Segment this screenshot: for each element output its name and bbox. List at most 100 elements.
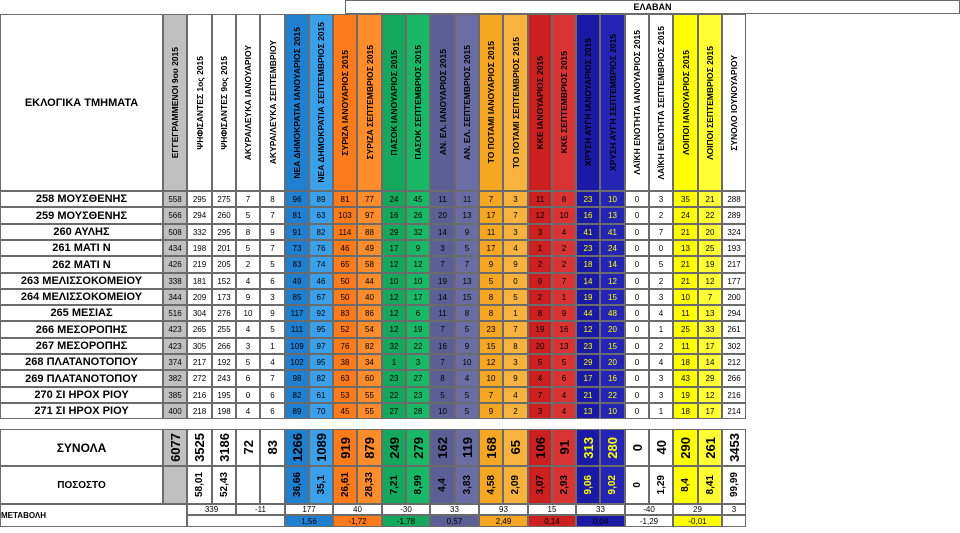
- table-cell: 20: [528, 338, 552, 354]
- column-header-label: ΧΡΥΣΗ ΑΥΓΗ ΙΑΝΟΥΑΡΙΟΣ 2015: [583, 38, 593, 167]
- table-cell: 288: [722, 191, 746, 207]
- table-cell: 294: [187, 207, 212, 224]
- table-cell: 400: [163, 403, 187, 419]
- percent-value: 9,02: [607, 475, 618, 495]
- column-header: ΛΑΪΚΗ ΕΝΟΤΗΤΑ ΙΑΝΟΥΑΡΙΟΣ 2015: [625, 14, 649, 191]
- table-cell: 7: [698, 289, 722, 305]
- table-cell: 23: [382, 370, 406, 387]
- table-cell: 15: [479, 338, 503, 354]
- table-cell: 2: [236, 256, 260, 273]
- table-cell: 48: [600, 305, 625, 321]
- table-cell: 17: [479, 240, 503, 256]
- table-cell: 5: [552, 354, 576, 370]
- table-cell: 8: [260, 191, 285, 207]
- table-cell: 82: [309, 370, 333, 387]
- percent-value: 8,4: [680, 478, 691, 492]
- table-cell: 0: [625, 273, 649, 289]
- change-value: 40: [333, 504, 382, 515]
- table-cell: 43: [673, 370, 698, 387]
- table-cell: 6: [552, 370, 576, 387]
- table-cell: 14: [576, 273, 600, 289]
- percent-value: 2,09: [510, 475, 521, 495]
- column-header: ΤΟ ΠΟΤΑΜΙ ΙΑΝΟΥΑΡΙΟΣ 2015: [479, 14, 503, 191]
- table-cell: 117: [285, 305, 309, 321]
- table-cell: 382: [163, 370, 187, 387]
- table-cell: 9: [455, 224, 479, 240]
- table-cell: 46: [309, 273, 333, 289]
- table-cell: 5: [479, 273, 503, 289]
- table-cell: 13: [600, 207, 625, 224]
- table-cell: 18: [673, 354, 698, 370]
- table-cell: 0: [625, 224, 649, 240]
- change-value: -11: [236, 504, 285, 515]
- table-cell: 9: [260, 305, 285, 321]
- table-cell: 70: [309, 403, 333, 419]
- table-cell: 7: [455, 256, 479, 273]
- table-cell: 4: [236, 403, 260, 419]
- table-cell: 9: [503, 256, 528, 273]
- change-value: 177: [285, 504, 333, 515]
- table-cell: 32: [406, 224, 430, 240]
- table-cell: 0: [625, 240, 649, 256]
- table-cell: 3: [649, 289, 673, 305]
- totals-cell: 280: [600, 429, 625, 466]
- table-cell: 8: [528, 305, 552, 321]
- table-cell: 4: [649, 305, 673, 321]
- table-cell: 58: [357, 256, 382, 273]
- table-cell: 21: [673, 273, 698, 289]
- totals-value: 261: [702, 436, 718, 459]
- table-cell: 10: [430, 403, 455, 419]
- table-cell: 17: [382, 240, 406, 256]
- totals-value: 3453: [726, 433, 742, 462]
- row-label: 263 ΜΕΛΙΣΣΟΚΟΜΕΙΟΥ: [0, 273, 163, 289]
- table-cell: 83: [333, 305, 357, 321]
- table-cell: 17: [698, 403, 722, 419]
- table-cell: 23: [479, 321, 503, 338]
- table-cell: 16: [382, 207, 406, 224]
- percent-value: 2,93: [558, 475, 570, 495]
- table-cell: 0: [625, 370, 649, 387]
- table-cell: 7: [479, 191, 503, 207]
- percent-cell: 4,58: [479, 466, 503, 504]
- table-cell: 218: [187, 403, 212, 419]
- table-cell: 3: [503, 354, 528, 370]
- totals-label: ΣΥΝΟΛΑ: [0, 429, 163, 466]
- table-cell: 5: [455, 321, 479, 338]
- table-cell: 34: [357, 354, 382, 370]
- column-header-label: ΚΚΕ ΙΑΝΟΥΑΡΙΟΣ 2015: [535, 55, 545, 150]
- table-cell: 198: [212, 403, 236, 419]
- table-cell: 103: [333, 207, 357, 224]
- totals-cell: 40: [649, 429, 673, 466]
- table-cell: 4: [236, 273, 260, 289]
- table-cell: 73: [285, 240, 309, 256]
- table-cell: 45: [406, 191, 430, 207]
- table-cell: 7: [503, 321, 528, 338]
- table-cell: 12: [406, 256, 430, 273]
- table-cell: 20: [600, 354, 625, 370]
- percent-cell: 8,99: [406, 466, 430, 504]
- table-cell: 14: [698, 354, 722, 370]
- change-value: 15: [528, 504, 576, 515]
- column-header-label: ΠΑΣΟΚ ΣΕΠΤΕΜΒΡΙΟΣ 2015: [413, 45, 423, 160]
- table-cell: 13: [698, 305, 722, 321]
- table-cell: 200: [722, 289, 746, 305]
- percent-value: 9,06: [582, 475, 594, 495]
- percent-value: 52,43: [218, 472, 230, 498]
- totals-value: 249: [386, 436, 402, 459]
- percent-value: 99,99: [728, 472, 740, 498]
- table-cell: 6: [260, 273, 285, 289]
- table-cell: 7: [503, 207, 528, 224]
- header-title: ΕΛΑΒΑΝ: [345, 0, 960, 14]
- row-label: 258 ΜΟΥΣΘΕΝΗΣ: [0, 191, 163, 207]
- column-header: ΝΕΑ ΔΗΜΟΚΡΑΤΙΑ ΙΑΝΟΥΑΡΙΟΣ 2015: [285, 14, 309, 191]
- table-cell: 41: [600, 224, 625, 240]
- column-header: ΨΗΦΙΣΑΝΤΕΣ 1ος 2015: [187, 14, 212, 191]
- table-cell: 426: [163, 256, 187, 273]
- percent-value: 36,66: [291, 472, 303, 498]
- column-header: ΛΑΪΚΗ ΕΝΟΤΗΤΑ ΣΕΠΤΕΜΒΡΙΟΣ 2015: [649, 14, 673, 191]
- percent-cell: 28,33: [357, 466, 382, 504]
- totals-cell: 72: [236, 429, 260, 466]
- column-header-label: ΑΝ. ΕΛ. ΣΕΠΤΕΜΒΡΙΟΣ 2015: [462, 44, 472, 161]
- table-cell: 19: [528, 321, 552, 338]
- table-cell: 6: [260, 403, 285, 419]
